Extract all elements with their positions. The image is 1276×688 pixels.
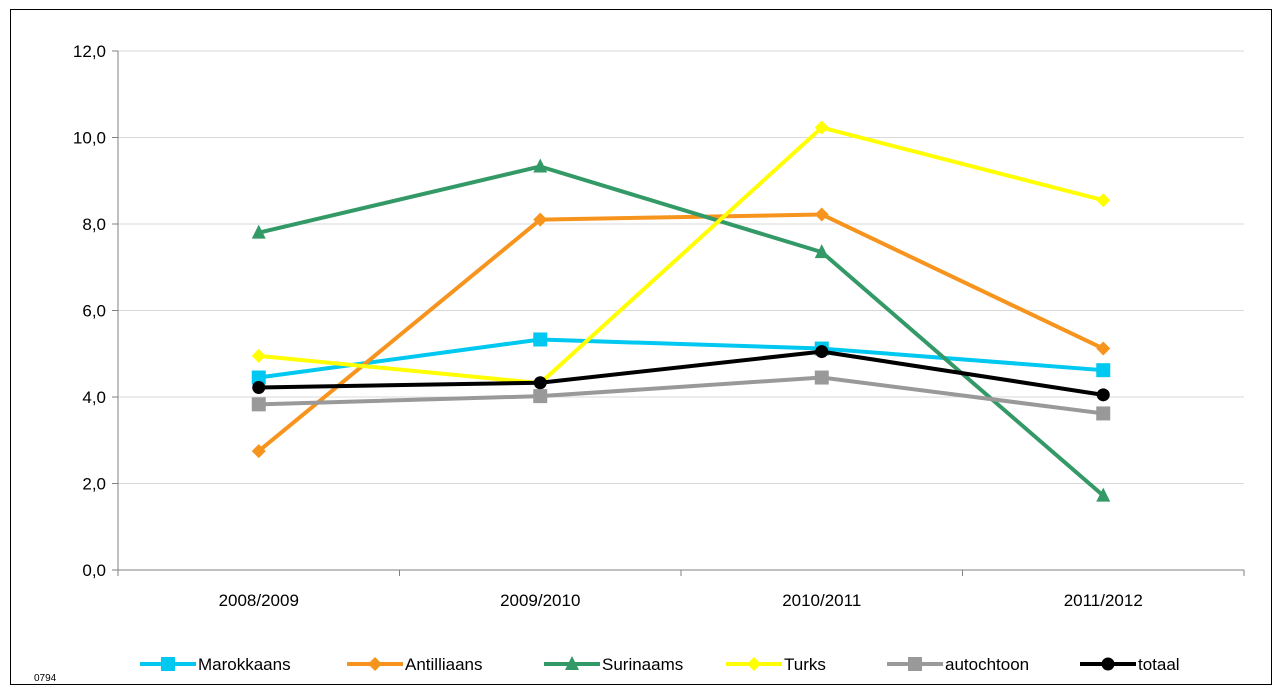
legend-label: autochtoon <box>945 655 1029 674</box>
legend-item-antilliaans: Antilliaans <box>347 655 483 674</box>
data-point <box>814 370 829 385</box>
x-tick-label: 2009/2010 <box>500 591 580 610</box>
data-point <box>814 244 829 259</box>
y-tick-label: 2,0 <box>82 475 106 494</box>
data-point <box>1096 388 1110 402</box>
data-point <box>251 224 266 239</box>
series-line <box>257 212 1105 453</box>
data-point <box>252 380 266 394</box>
axes: 0,0 2,0 4,0 6,0 8,0 10,0 12,0 2008/2009 2009/201… <box>73 42 1245 610</box>
data-point <box>251 444 266 459</box>
legend-marker <box>908 657 922 671</box>
legend-marker <box>1101 657 1115 671</box>
series-totaal <box>252 345 1110 402</box>
legend-label: Marokkaans <box>198 655 291 674</box>
series-line <box>258 375 1104 416</box>
series-line <box>258 349 1104 397</box>
footnote-code: 0794 <box>34 673 57 684</box>
legend-item-totaal: totaal <box>1080 655 1180 674</box>
legend-item-surinaams: Surinaams <box>544 655 683 674</box>
legend-marker <box>747 657 761 671</box>
data-point <box>251 370 266 385</box>
data-point <box>1096 487 1111 502</box>
legend-marker <box>565 656 579 670</box>
legend-marker <box>161 657 175 671</box>
data-point <box>533 376 547 390</box>
legend-item-autochtoon: autochtoon <box>887 655 1029 674</box>
chart-frame <box>10 9 1272 685</box>
data-point <box>251 348 266 363</box>
legend-marker <box>368 657 382 671</box>
data-point <box>533 158 548 173</box>
data-point <box>1096 341 1111 356</box>
legend-label: Antilliaans <box>405 655 483 674</box>
x-tick-label: 2011/2012 <box>1064 591 1143 610</box>
data-point <box>814 120 829 135</box>
legend-label: totaal <box>1138 655 1180 674</box>
y-tick-label: 0,0 <box>82 561 106 580</box>
legend-item-marokkaans: Marokkaans <box>140 655 291 674</box>
x-tick-label: 2010/2011 <box>782 591 861 610</box>
series-lines <box>251 120 1111 502</box>
data-point <box>1096 363 1111 378</box>
gridlines <box>118 50 1244 484</box>
y-tick-label: 4,0 <box>82 388 106 407</box>
data-point <box>251 397 266 412</box>
data-point <box>815 345 829 359</box>
series-line <box>258 125 1104 386</box>
y-tick-label: 8,0 <box>82 215 106 234</box>
data-point <box>533 332 548 347</box>
series-turks <box>251 120 1111 391</box>
legend-label: Turks <box>784 655 826 674</box>
series-antilliaans <box>251 207 1111 459</box>
data-point <box>533 389 548 404</box>
series-autochtoon <box>251 370 1111 421</box>
legend: Marokkaans Antilliaans Surinaams Turks autoc… <box>140 655 1180 674</box>
series-line <box>258 337 1104 380</box>
x-tick-label: 2008/2009 <box>219 591 299 610</box>
y-tick-label: 12,0 <box>73 42 106 61</box>
data-point <box>1096 406 1111 421</box>
data-point <box>533 212 548 227</box>
y-tick-label: 10,0 <box>73 129 106 148</box>
legend-label: Surinaams <box>602 655 683 674</box>
y-tick-label: 6,0 <box>82 302 106 321</box>
legend-item-turks: Turks <box>726 655 826 674</box>
series-surinaams <box>251 158 1111 502</box>
data-point <box>814 207 829 222</box>
data-point <box>1096 193 1111 208</box>
